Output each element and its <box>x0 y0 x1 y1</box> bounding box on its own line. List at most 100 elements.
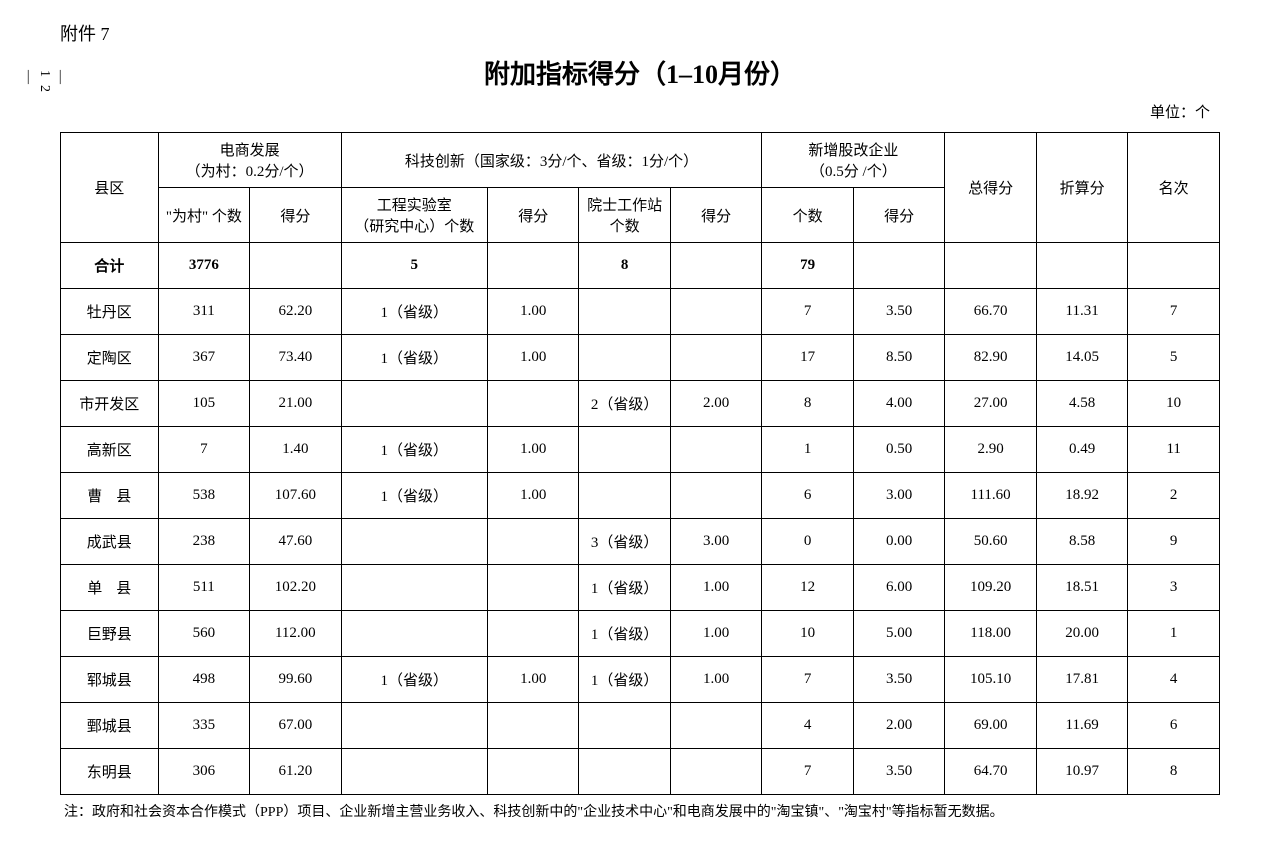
cell-ent_count: 4 <box>762 703 853 749</box>
cell-county: 鄄城县 <box>61 703 159 749</box>
cell-station_score: 3.00 <box>670 519 761 565</box>
cell-converted: 8.58 <box>1036 519 1127 565</box>
cell-village_score: 67.00 <box>250 703 341 749</box>
cell-village_score: 21.00 <box>250 381 341 427</box>
cell-lab: 1（省级） <box>341 473 487 519</box>
cell-lab: 1（省级） <box>341 427 487 473</box>
cell-village_score: 73.40 <box>250 335 341 381</box>
page-title: 附加指标得分（1–10月份） <box>60 54 1220 91</box>
cell-station_score <box>670 703 761 749</box>
cell-village_count: 367 <box>158 335 249 381</box>
cell-station_score <box>670 335 761 381</box>
cell-lab: 1（省级） <box>341 657 487 703</box>
cell-rank: 8 <box>1128 749 1220 795</box>
cell-county: 定陶区 <box>61 335 159 381</box>
total-village: 3776 <box>158 243 249 289</box>
cell-converted: 18.51 <box>1036 565 1127 611</box>
footnote: 注：政府和社会资本合作模式（PPP）项目、企业新增主营业务收入、科技创新中的"企… <box>60 801 1220 821</box>
table-row: 定陶区36773.401（省级）1.00178.5082.9014.055 <box>61 335 1220 381</box>
table-row: 牡丹区31162.201（省级）1.0073.5066.7011.317 <box>61 289 1220 335</box>
cell-station <box>579 749 670 795</box>
cell-ent_count: 17 <box>762 335 853 381</box>
cell-rank: 7 <box>1128 289 1220 335</box>
cell-total: 118.00 <box>945 611 1036 657</box>
total-cell <box>945 243 1036 289</box>
cell-village_count: 335 <box>158 703 249 749</box>
cell-ent_score: 0.00 <box>853 519 944 565</box>
cell-rank: 6 <box>1128 703 1220 749</box>
total-ent: 79 <box>762 243 853 289</box>
cell-station <box>579 427 670 473</box>
cell-county: 市开发区 <box>61 381 159 427</box>
cell-station <box>579 289 670 335</box>
cell-station <box>579 473 670 519</box>
total-cell <box>250 243 341 289</box>
table-row: 成武县23847.603（省级）3.0000.0050.608.589 <box>61 519 1220 565</box>
total-lab: 5 <box>341 243 487 289</box>
cell-lab_score <box>487 703 578 749</box>
table-row: 鄄城县33567.0042.0069.0011.696 <box>61 703 1220 749</box>
table-row: 高新区71.401（省级）1.0010.502.900.4911 <box>61 427 1220 473</box>
cell-station_score <box>670 289 761 335</box>
cell-lab_score <box>487 749 578 795</box>
cell-ent_count: 7 <box>762 749 853 795</box>
cell-total: 50.60 <box>945 519 1036 565</box>
cell-ent_score: 0.50 <box>853 427 944 473</box>
cell-ent_count: 8 <box>762 381 853 427</box>
cell-lab <box>341 519 487 565</box>
table-body: 合计 3776 5 8 79 牡丹区31162.201（省级）1.0073.50… <box>61 243 1220 795</box>
cell-rank: 9 <box>1128 519 1220 565</box>
header-total: 总得分 <box>945 133 1036 243</box>
cell-village_score: 1.40 <box>250 427 341 473</box>
cell-ent_count: 7 <box>762 657 853 703</box>
header-lab-score: 得分 <box>487 188 578 243</box>
cell-village_count: 498 <box>158 657 249 703</box>
cell-station <box>579 703 670 749</box>
header-ent-score: 得分 <box>853 188 944 243</box>
cell-ent_score: 3.50 <box>853 289 944 335</box>
cell-village_score: 102.20 <box>250 565 341 611</box>
cell-rank: 1 <box>1128 611 1220 657</box>
header-village-score: 得分 <box>250 188 341 243</box>
cell-rank: 4 <box>1128 657 1220 703</box>
cell-converted: 20.00 <box>1036 611 1127 657</box>
table-row: 单县511102.201（省级）1.00126.00109.2018.513 <box>61 565 1220 611</box>
cell-station_score: 1.00 <box>670 657 761 703</box>
cell-station_score <box>670 749 761 795</box>
cell-rank: 11 <box>1128 427 1220 473</box>
cell-village_count: 105 <box>158 381 249 427</box>
page-number: — 12 — <box>20 70 68 122</box>
cell-station_score <box>670 473 761 519</box>
header-tech: 科技创新（国家级：3分/个、省级：1分/个） <box>341 133 762 188</box>
total-cell <box>487 243 578 289</box>
cell-ent_score: 3.50 <box>853 749 944 795</box>
cell-ent_count: 12 <box>762 565 853 611</box>
header-stock: 新增股改企业（0.5分 /个） <box>762 133 945 188</box>
total-cell <box>670 243 761 289</box>
total-row: 合计 3776 5 8 79 <box>61 243 1220 289</box>
cell-converted: 18.92 <box>1036 473 1127 519</box>
cell-station_score: 1.00 <box>670 565 761 611</box>
cell-lab_score <box>487 381 578 427</box>
cell-total: 82.90 <box>945 335 1036 381</box>
total-label: 合计 <box>61 243 159 289</box>
cell-county: 东明县 <box>61 749 159 795</box>
cell-converted: 10.97 <box>1036 749 1127 795</box>
cell-total: 27.00 <box>945 381 1036 427</box>
cell-lab_score: 1.00 <box>487 473 578 519</box>
cell-ent_count: 10 <box>762 611 853 657</box>
total-cell <box>853 243 944 289</box>
cell-total: 109.20 <box>945 565 1036 611</box>
cell-station: 1（省级） <box>579 565 670 611</box>
cell-total: 64.70 <box>945 749 1036 795</box>
cell-lab: 1（省级） <box>341 289 487 335</box>
cell-county: 曹县 <box>61 473 159 519</box>
cell-ent_score: 4.00 <box>853 381 944 427</box>
cell-total: 105.10 <box>945 657 1036 703</box>
cell-station: 1（省级） <box>579 611 670 657</box>
header-station-score: 得分 <box>670 188 761 243</box>
cell-converted: 11.31 <box>1036 289 1127 335</box>
cell-rank: 5 <box>1128 335 1220 381</box>
table-row: 市开发区10521.002（省级）2.0084.0027.004.5810 <box>61 381 1220 427</box>
cell-station: 3（省级） <box>579 519 670 565</box>
